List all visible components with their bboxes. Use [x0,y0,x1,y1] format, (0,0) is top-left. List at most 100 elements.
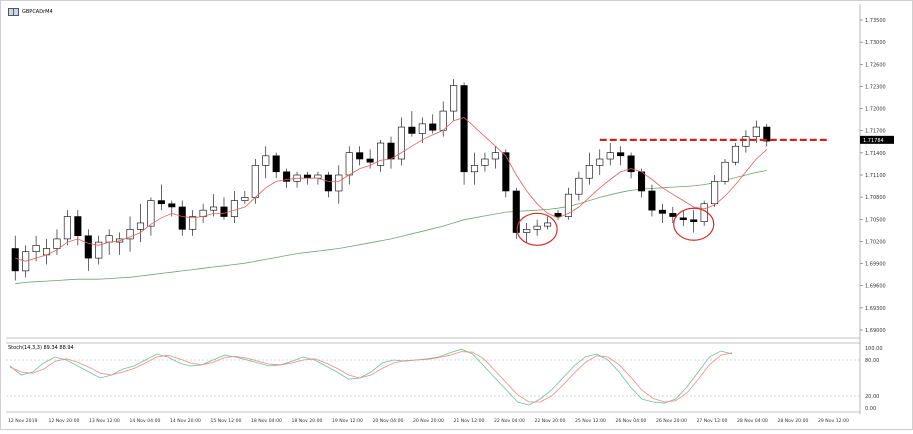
candle[interactable] [241,190,249,204]
candle[interactable] [763,123,771,147]
time-axis: 12 Nov 2019 12 Nov 20:00 13 Nov 12:00 14 No… [6,411,860,424]
candle[interactable] [617,146,625,166]
candle[interactable] [408,111,416,137]
candle[interactable] [32,235,40,262]
candle[interactable] [481,152,489,172]
candle[interactable] [679,210,687,227]
candle[interactable] [178,200,186,236]
bullish-candle-body [230,200,238,217]
candle[interactable] [168,200,176,217]
candle[interactable] [147,197,155,236]
bullish-candle-body [564,193,572,217]
candle[interactable] [283,168,291,188]
candle[interactable] [648,184,656,217]
price-pane[interactable]: 1.73500 1.73000 1.72600 1.72300 1.72000 1.717… [6,4,894,414]
bearish-candle-body [74,216,82,237]
candle[interactable] [418,117,426,144]
bullish-candle-body [105,235,113,243]
time-tick-label: 22 Nov 20:00 [535,418,566,424]
candle[interactable] [564,187,572,220]
candle[interactable] [95,235,103,265]
bullish-candle-body [136,222,145,230]
candle[interactable] [356,146,364,166]
candle[interactable] [575,171,583,201]
bearish-candle-body [460,85,468,173]
bearish-candle-body [679,217,687,221]
price-tick-label: 1.70200 [865,239,886,245]
candle[interactable] [596,149,604,175]
candle[interactable] [460,82,468,185]
bearish-candle-body [366,158,374,163]
candle[interactable] [136,203,145,243]
bullish-candle-body [585,165,593,179]
candle[interactable] [53,229,61,255]
candle[interactable] [721,159,729,185]
time-tick-label: 29 Nov 12:00 [818,418,849,424]
candle[interactable] [731,143,740,166]
bearish-candle-body [272,155,280,173]
bullish-candle-body [377,142,385,166]
candle[interactable] [533,219,541,236]
price-tick-label: 1.69600 [865,284,886,290]
bearish-candle-body [617,152,625,157]
candle[interactable] [335,165,343,204]
candle[interactable] [690,210,698,233]
candle[interactable] [669,206,677,223]
candle[interactable] [210,194,218,217]
bullish-candle-body [95,241,103,259]
candle[interactable] [585,152,593,185]
candle[interactable] [742,130,750,153]
candle[interactable] [63,210,71,246]
bullish-candle-body [418,123,426,134]
bullish-candle-body [397,126,405,160]
candle[interactable] [220,197,228,220]
bullish-candle-body [439,110,447,131]
price-tick-label: 1.71700 [865,129,886,135]
candle[interactable] [502,149,510,198]
candle[interactable] [523,222,531,243]
candle[interactable] [157,184,165,211]
bullish-candle-body [470,165,479,173]
time-tick-label: 26 Nov 20:00 [656,418,687,424]
bearish-candle-body [627,155,635,173]
candle[interactable] [324,171,332,198]
candle[interactable] [189,210,197,236]
time-tick-label: 28 Nov 20:00 [778,418,809,424]
bullish-candle-body [314,174,322,179]
annotation-circle [516,212,558,246]
price-tick-label: 1.69900 [865,262,886,268]
candle[interactable] [512,187,520,239]
candle[interactable] [491,146,499,169]
bearish-candle-body [408,126,416,134]
price-tick-label: 1.70800 [865,195,886,201]
candle[interactable] [711,175,719,207]
bearish-candle-body [303,174,312,179]
candle[interactable] [74,210,82,246]
candle[interactable] [627,152,635,179]
stochastic-pane[interactable]: 100.00 80.00 20.00 0.00 [6,346,883,412]
time-tick-label: 19 Nov 12:00 [332,418,363,424]
candle[interactable] [262,146,270,179]
candle[interactable] [272,152,280,179]
candle[interactable] [544,216,552,230]
bullish-candle-body [491,152,499,160]
bullish-candle-body [752,126,760,137]
bullish-candle-body [147,200,155,227]
candle[interactable] [126,216,134,252]
bullish-candle-body [251,165,259,198]
candle[interactable] [230,190,238,223]
candle[interactable] [377,139,385,172]
candle[interactable] [429,114,437,134]
candle[interactable] [397,117,405,166]
bearish-candle-body [11,248,19,272]
candle[interactable] [470,152,479,185]
bearish-candle-body [324,174,332,192]
candle[interactable] [606,143,614,166]
candle[interactable] [658,203,666,223]
candle[interactable] [84,229,92,271]
candle[interactable] [450,79,458,121]
bearish-candle-body [178,206,186,230]
time-tick-label: 27 Nov 12:00 [697,418,728,424]
